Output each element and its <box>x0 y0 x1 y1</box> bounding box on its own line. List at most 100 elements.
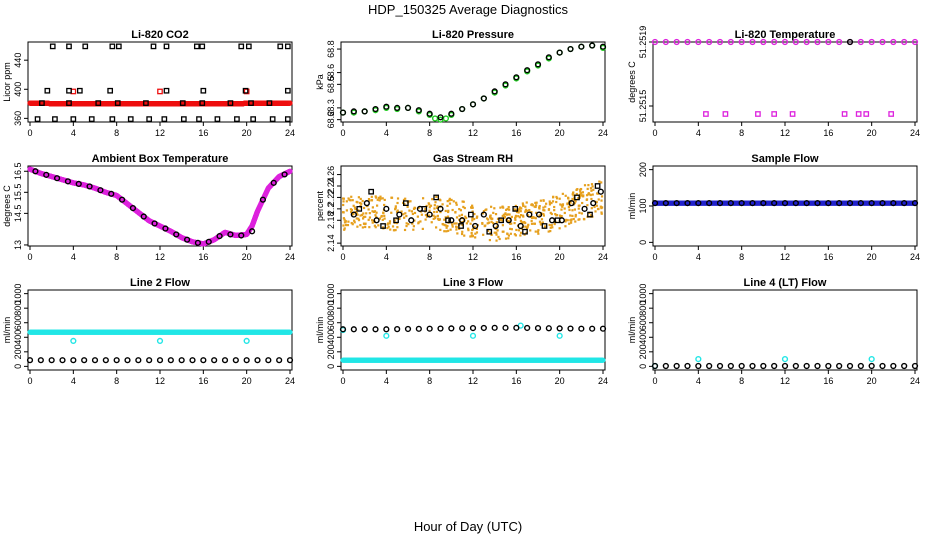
data-point <box>431 198 434 201</box>
y-tick-label: 440 <box>13 53 23 68</box>
data-point <box>537 232 540 235</box>
data-point <box>486 222 489 225</box>
data-point <box>498 237 501 241</box>
data-point <box>435 226 438 229</box>
data-point <box>361 108 368 115</box>
x-tick-label: 4 <box>384 128 389 138</box>
data-point <box>580 194 583 197</box>
data-point <box>566 202 569 205</box>
data-point <box>469 222 472 225</box>
data-point <box>180 116 187 122</box>
figure-title: HDP_150325 Average Diagnostics <box>368 2 568 17</box>
plot-frame <box>340 41 606 123</box>
data-point <box>502 230 505 233</box>
data-point <box>351 199 354 202</box>
data-point <box>590 207 593 210</box>
data-point <box>127 116 134 122</box>
data-point <box>470 206 473 209</box>
data-point <box>567 206 570 209</box>
y-tick-label: 0 <box>638 240 648 245</box>
x-tick-label: 12 <box>468 252 478 262</box>
data-point <box>433 210 436 214</box>
data-point <box>428 203 431 206</box>
data-point <box>368 212 371 215</box>
data-point <box>459 209 462 212</box>
data-point <box>150 43 157 50</box>
y-tick-label: 68.3 <box>326 99 336 117</box>
data-point <box>534 230 537 233</box>
data-point <box>470 231 473 235</box>
data-series-black <box>49 43 291 50</box>
data-point <box>571 209 574 212</box>
data-point <box>432 217 435 220</box>
data-point <box>359 214 362 217</box>
data-point <box>347 220 350 223</box>
data-point <box>552 195 555 198</box>
data-point <box>493 231 496 234</box>
data-point <box>463 234 466 237</box>
data-point <box>52 116 58 122</box>
data-point <box>396 197 400 200</box>
data-point <box>354 207 357 211</box>
data-point <box>382 212 385 215</box>
data-point <box>357 196 360 199</box>
data-point <box>375 211 378 214</box>
data-point <box>598 180 601 183</box>
data-point <box>589 193 592 197</box>
data-point <box>589 42 596 49</box>
data-point <box>531 203 534 206</box>
data-point <box>387 225 390 228</box>
data-point <box>558 227 561 230</box>
data-point <box>383 203 386 207</box>
data-point <box>547 230 550 233</box>
data-point <box>342 197 345 200</box>
y-tick-label: 2.14 <box>326 234 336 252</box>
data-point <box>467 220 470 223</box>
data-point <box>579 187 583 191</box>
data-point <box>560 215 563 218</box>
data-point <box>543 209 546 212</box>
data-point <box>555 214 558 217</box>
data-point <box>573 208 577 211</box>
data-point <box>353 221 356 224</box>
data-point <box>560 208 563 211</box>
data-point <box>481 221 484 225</box>
data-point <box>419 220 422 223</box>
data-point <box>406 205 409 208</box>
data-point <box>454 211 457 214</box>
data-point <box>405 224 408 228</box>
data-point <box>533 222 537 225</box>
data-point <box>560 204 563 207</box>
data-point <box>556 49 563 56</box>
data-point <box>345 209 348 212</box>
data-point <box>446 224 449 228</box>
data-point <box>499 206 502 209</box>
data-point <box>490 205 493 208</box>
data-point <box>356 225 359 228</box>
data-point <box>595 204 599 207</box>
data-point <box>507 234 511 237</box>
data-point <box>342 217 346 220</box>
x-tick-label: 20 <box>242 252 252 262</box>
data-point <box>600 181 603 184</box>
data-point <box>597 188 604 195</box>
data-point <box>367 218 370 221</box>
data-point <box>383 198 386 202</box>
data-point <box>377 224 380 227</box>
data-point <box>413 207 417 210</box>
data-point <box>370 195 373 198</box>
x-tick-label: 4 <box>696 252 701 262</box>
data-point <box>587 193 590 196</box>
data-point <box>542 214 546 217</box>
data-point <box>543 225 547 228</box>
data-point <box>375 196 378 199</box>
data-point <box>163 43 170 50</box>
data-point <box>396 211 403 218</box>
data-point <box>482 233 485 236</box>
data-point <box>589 187 593 190</box>
data-point <box>408 209 411 212</box>
data-point <box>431 115 439 122</box>
data-point <box>528 209 531 212</box>
